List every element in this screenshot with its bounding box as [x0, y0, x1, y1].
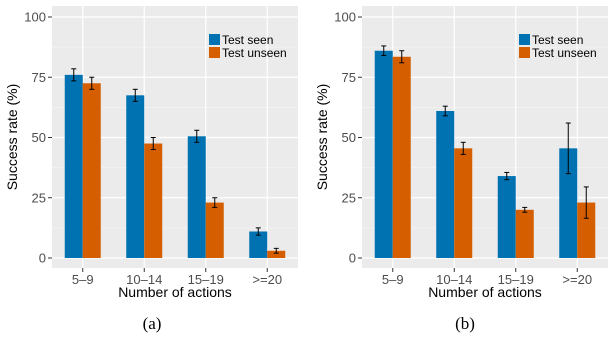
caption-a: (a) [142, 314, 162, 333]
chart-b-bar [392, 56, 411, 258]
chart-b-x-tick-label: 10–14 [436, 272, 472, 287]
chart-b-y-tick-label: 0 [349, 251, 356, 266]
chart-a-legend-swatch [209, 47, 220, 58]
chart-a-x-tick-label: >=20 [252, 272, 282, 287]
chart-b-bar [436, 110, 455, 259]
chart-b: 0 25 50 75 100 5–9 10–14 15–19 >=20 Number of act… [310, 0, 610, 315]
chart-b-x-tick-label: 15–19 [498, 272, 534, 287]
chart-a-bar [205, 202, 224, 258]
chart-b-y-tick-label: 50 [342, 130, 356, 145]
chart-b-y-tick-label: 75 [342, 70, 356, 85]
chart-a-y-tick-label: 0 [39, 251, 46, 266]
chart-a: 0 25 50 75 100 5–9 10–14 15–19 >=20 Number of act… [0, 0, 300, 315]
chart-b-legend-swatch [519, 47, 530, 58]
chart-a-bar [64, 74, 83, 258]
chart-a-bar [267, 250, 286, 258]
chart-a-y-tick-label: 100 [24, 10, 46, 25]
chart-a-x-axis-label: Number of actions [118, 284, 232, 300]
chart-b-x-tick-label: 5–9 [382, 272, 404, 287]
chart-b-legend-swatch [519, 34, 530, 45]
chart-b-x-tick-label: >=20 [562, 272, 592, 287]
chart-a-legend-label: Test unseen [222, 46, 287, 60]
chart-a-bar [82, 83, 101, 259]
chart-a-x-tick-label: 15–19 [188, 272, 224, 287]
caption-b: (b) [455, 314, 475, 333]
chart-b-x-axis-label: Number of actions [428, 284, 542, 300]
chart-b-bar [497, 176, 516, 258]
chart-b-y-tick-label: 100 [334, 10, 356, 25]
chart-a-bar [144, 143, 163, 258]
chart-a-bar [249, 231, 268, 258]
chart-b-bar [577, 202, 596, 258]
chart-a-x-tick-label: 5–9 [72, 272, 94, 287]
chart-b-legend-label: Test unseen [532, 46, 597, 60]
chart-a-y-tick-label: 25 [32, 190, 46, 205]
chart-b-y-axis-label: Success rate (%) [314, 84, 330, 191]
chart-b-svg: 0 25 50 75 100 5–9 10–14 15–19 >=20 Number of act… [314, 6, 608, 300]
chart-a-y-axis-label: Success rate (%) [4, 84, 20, 191]
chart-b-bar [559, 148, 578, 258]
chart-a-y-tick-label: 75 [32, 70, 46, 85]
chart-b-bar [454, 148, 473, 258]
chart-b-bar [374, 50, 393, 258]
chart-b-bar [515, 209, 534, 258]
chart-a-y-tick-label: 50 [32, 130, 46, 145]
chart-a-legend-label: Test seen [222, 33, 273, 47]
chart-a-legend-swatch [209, 34, 220, 45]
chart-a-svg: 0 25 50 75 100 5–9 10–14 15–19 >=20 Number of act… [4, 6, 298, 300]
chart-a-bar [187, 136, 206, 258]
chart-b-y-tick-label: 25 [342, 190, 356, 205]
chart-a-x-tick-label: 10–14 [126, 272, 162, 287]
chart-a-bar [126, 95, 145, 258]
chart-b-legend-label: Test seen [532, 33, 583, 47]
